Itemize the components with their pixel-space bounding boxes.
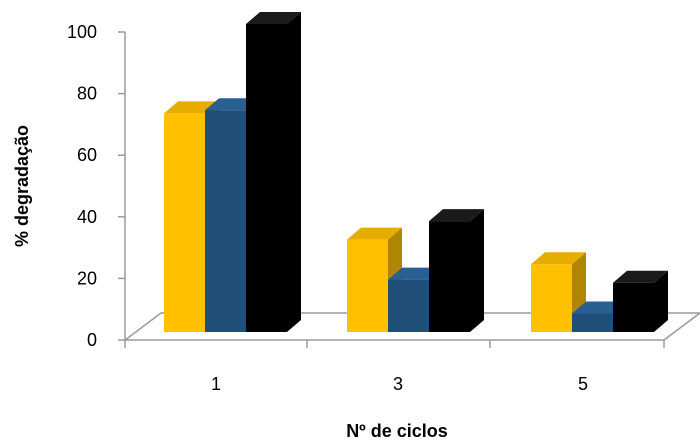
bar-top	[613, 270, 668, 283]
bar-front	[164, 113, 205, 332]
y-tick-label: 80	[77, 84, 97, 104]
y-tick-label: 20	[77, 268, 97, 288]
bar-top	[429, 209, 484, 222]
y-tick-label: 60	[77, 145, 97, 165]
bar-front	[205, 110, 246, 333]
bar-side	[470, 209, 484, 332]
bar-front	[429, 221, 470, 332]
bar-side	[654, 270, 668, 332]
bar-top	[246, 12, 301, 24]
bar-front	[613, 282, 654, 332]
x-tick-label: 3	[393, 374, 403, 394]
y-axis-title: % degradação	[12, 125, 32, 247]
bar-front	[246, 24, 287, 332]
bar-top	[531, 252, 586, 265]
x-axis-title: Nº de ciclos	[346, 421, 448, 441]
x-tick-label: 5	[578, 374, 588, 394]
x-tick-label: 1	[211, 374, 221, 394]
bar-front	[572, 313, 613, 332]
bar	[531, 252, 586, 332]
bar-top	[347, 227, 402, 240]
bar-front	[531, 264, 572, 332]
y-tick-label: 0	[87, 330, 97, 350]
y-tick-label: 100	[67, 22, 97, 42]
bars	[164, 12, 668, 333]
y-ticks: 0 20 40 60 80 100	[67, 22, 125, 350]
bar-front	[388, 279, 429, 332]
bar	[246, 12, 301, 332]
x-ticks: 1 3 5	[124, 340, 665, 394]
bar	[613, 270, 668, 332]
bar-side	[287, 12, 301, 332]
bar	[429, 209, 484, 332]
y-tick-label: 40	[77, 207, 97, 227]
bar-front	[347, 239, 388, 332]
